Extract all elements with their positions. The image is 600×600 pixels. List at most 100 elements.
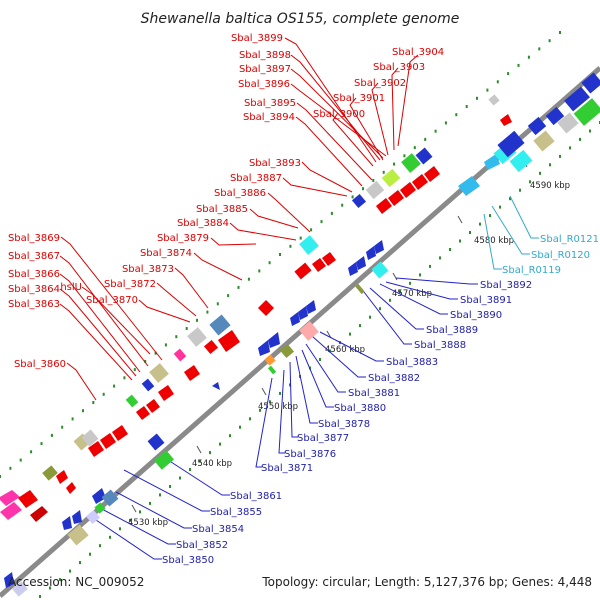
tick-dot	[289, 383, 291, 387]
tick-dot	[409, 281, 411, 285]
tick-dot	[154, 351, 157, 355]
gene-label: Sbal_3880	[334, 403, 386, 414]
gene-label: Sbal_3869	[8, 233, 60, 244]
tick-dot	[133, 368, 136, 372]
tick-dot	[329, 349, 331, 353]
tick-dot	[349, 332, 351, 336]
tick-dot	[69, 569, 71, 573]
map-title: Shewanella baltica OS155, complete genom…	[141, 11, 460, 27]
tick-dot	[119, 527, 121, 531]
tick-dot	[399, 290, 401, 294]
tick-dot	[499, 205, 501, 209]
gene-label: Sbal_3860	[14, 359, 66, 370]
tick-dot	[479, 222, 481, 226]
gene-label: Sbal_3890	[450, 310, 502, 321]
tick-dot	[82, 409, 84, 413]
tick-dot	[49, 586, 51, 590]
gene-label: Sbal_3900	[313, 109, 365, 120]
accession-text: Accession: NC_009052	[8, 575, 144, 589]
gene-label: Sbal_3898	[239, 50, 291, 61]
tick-dot	[144, 359, 147, 363]
tick-dot	[206, 310, 209, 314]
genome-summary-text: Topology: circular; Length: 5,127,376 bp…	[261, 575, 592, 589]
tick-track-inner	[39, 121, 600, 598]
tick-dot	[529, 180, 531, 184]
tick-dot	[509, 197, 511, 201]
gene-label: Sbal_3896	[238, 79, 290, 90]
kbp-tick-label: 4560 kbp	[325, 345, 365, 355]
gene-label: Sbal_3870	[86, 295, 138, 306]
gene-label: Sbal_3882	[368, 373, 420, 384]
tick-dot	[159, 493, 161, 497]
gene-label: Sbal_3881	[348, 388, 400, 399]
tick-dot	[247, 277, 250, 281]
gene-label: Sbal_3899	[231, 33, 283, 44]
gene-label: Sbal_3850	[162, 555, 214, 566]
tick-dot	[444, 121, 447, 125]
kbp-ticks: 4530 kbp 4540 kbp 4550 kbp 4560 kbp 4570…	[128, 159, 570, 528]
tick-dot	[539, 171, 541, 175]
kbp-tick-label: 4540 kbp	[192, 459, 232, 469]
gene-label: Sbal_3901	[333, 93, 385, 104]
tick-dot	[413, 146, 416, 150]
tick-dot	[189, 468, 191, 471]
gene-label: Sbal_3883	[386, 357, 438, 368]
gene-label: Sbal_3884	[177, 218, 229, 229]
kbp-tick-label: 4590 kbp	[530, 181, 570, 191]
gene-label: Sbal_3903	[373, 62, 425, 73]
tick-dot	[469, 231, 471, 234]
tick-dot	[465, 105, 468, 108]
tick-dot	[319, 358, 321, 361]
gene-label: Sbal_3892	[480, 280, 532, 291]
tick-dot	[569, 146, 571, 150]
leader-lines-bottom	[89, 277, 478, 560]
kbp-tick-label: 4530 kbp	[128, 518, 168, 528]
tick-dot	[102, 392, 105, 396]
gene-label: Sbal_3867	[8, 251, 60, 262]
tick-dot	[507, 72, 510, 76]
tick-dot	[389, 298, 391, 302]
tick-dot	[19, 458, 22, 462]
kbp-tick-label: 4580 kbp	[474, 236, 514, 246]
tick-dot	[310, 228, 313, 232]
gene-label: Sbal_3897	[239, 64, 291, 75]
tick-dot	[369, 315, 371, 319]
tick-dot	[209, 451, 211, 455]
tick-dot	[359, 324, 361, 328]
gene-label: Sbal_3863	[8, 299, 60, 310]
tick-dot	[0, 475, 1, 478]
tick-dot	[9, 466, 12, 470]
gene-label: Sbal_3874	[140, 248, 192, 259]
gene-label: Sbal_3879	[157, 233, 209, 244]
gene-label: Sbal_3871	[261, 463, 313, 474]
gene-label: Sbal_3887	[230, 173, 282, 184]
tick-dot	[164, 343, 167, 347]
gene-label: Sbal_3855	[210, 507, 262, 518]
tick-dot	[362, 187, 364, 191]
tick-dot	[559, 31, 561, 34]
tick-dot	[169, 485, 171, 488]
tick-dot	[175, 335, 178, 339]
gene-label: Sbal_3902	[354, 78, 406, 89]
gene-label: Sbal_3888	[414, 340, 466, 351]
tick-dot	[519, 188, 521, 192]
tick-dot	[341, 203, 344, 207]
rna-labels: Sbal_R0121 Sbal_R0120 Sbal_R0119	[502, 234, 599, 276]
tick-dot	[320, 220, 323, 224]
tick-dot	[476, 96, 478, 100]
tick-dot	[486, 88, 489, 92]
tick-dot	[439, 256, 441, 260]
tick-dot	[99, 544, 101, 548]
tick-dot	[196, 318, 198, 322]
gene-label: Sbal_3877	[297, 433, 349, 444]
tick-dot	[382, 170, 385, 174]
genes-bottom-strand	[4, 130, 555, 597]
tick-dot	[429, 264, 431, 268]
tick-dot	[449, 248, 451, 251]
tick-dot	[351, 195, 354, 199]
tick-dot	[548, 39, 551, 43]
tick-dot	[219, 442, 221, 446]
tick-dot	[279, 391, 281, 395]
gene-label: Sbal_3854	[192, 524, 244, 535]
tick-dot	[379, 307, 381, 311]
